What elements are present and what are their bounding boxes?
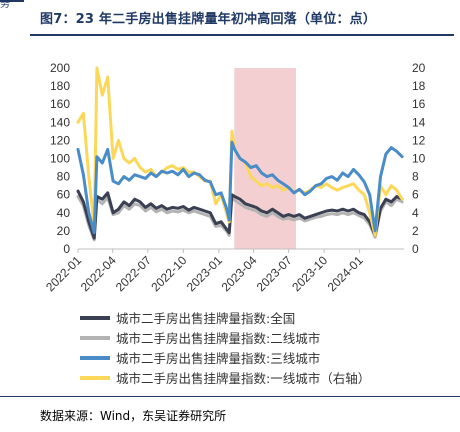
y-left-tick-label: 140 — [50, 115, 70, 129]
series-line — [76, 195, 404, 242]
y-left-tick-label: 60 — [57, 188, 71, 202]
x-tick-label: 2022-07 — [113, 253, 154, 294]
x-tick-label: 2023-01 — [184, 253, 225, 294]
y-left-tick-label: 160 — [50, 97, 70, 111]
y-left-tick-label: 20 — [57, 224, 71, 238]
title-rule — [30, 34, 454, 36]
highlight-band — [234, 68, 296, 249]
y-right-tick-label: 8 — [412, 170, 419, 184]
source-note: 数据来源：Wind，东吴证券研究所 — [40, 409, 227, 423]
legend-label: 城市二手房出售挂牌量指数:全国 — [116, 311, 295, 326]
x-tick-label: 2022-04 — [78, 253, 119, 294]
y-right-tick-label: 20 — [412, 61, 426, 75]
x-tick-label: 2022-01 — [43, 253, 84, 294]
y-right-tick-label: 16 — [412, 97, 426, 111]
y-left-tick-label: 80 — [57, 170, 71, 184]
y-right-tick-label: 12 — [412, 133, 426, 147]
y-right-tick-label: 14 — [412, 115, 426, 129]
footer-rule — [0, 396, 460, 397]
y-left-tick-label: 200 — [50, 61, 70, 75]
legend-label: 城市二手房出售挂牌量指数:一线城市（右轴） — [116, 371, 370, 386]
x-tick-label: 2022-10 — [148, 253, 189, 294]
chart-title: 图7：23 年二手房出售挂牌量年初冲高回落（单位：点） — [40, 12, 377, 27]
y-left-tick-label: 0 — [63, 242, 70, 256]
y-left-tick-label: 120 — [50, 133, 70, 147]
y-right-tick-label: 10 — [412, 152, 426, 166]
legend-label: 城市二手房出售挂牌量指数:三线城市 — [116, 351, 320, 366]
y-right-tick-label: 0 — [412, 242, 419, 256]
y-right-tick-label: 4 — [412, 206, 419, 220]
x-tick-label: 2023-04 — [219, 253, 260, 294]
y-left-tick-label: 180 — [50, 79, 70, 93]
y-right-tick-label: 18 — [412, 79, 426, 93]
legend-label: 城市二手房出售挂牌量指数:二线城市 — [116, 331, 320, 346]
corner-rule — [0, 0, 24, 48]
series-line — [76, 189, 404, 240]
y-left-tick-label: 100 — [50, 152, 70, 166]
x-tick-label: 2023-10 — [289, 253, 330, 294]
y-right-tick-label: 2 — [412, 224, 419, 238]
x-tick-label: 2024-01 — [325, 253, 366, 294]
y-left-tick-label: 40 — [57, 206, 71, 220]
x-tick-label: 2023-07 — [254, 253, 295, 294]
y-right-tick-label: 6 — [412, 188, 419, 202]
series-line — [76, 140, 404, 235]
corner-glyph: 务 — [0, 0, 10, 10]
